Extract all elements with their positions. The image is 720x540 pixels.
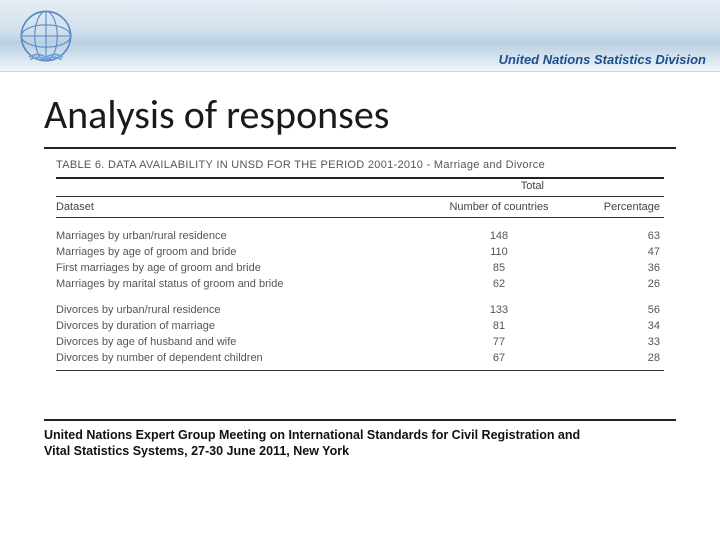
cell-dataset: Marriages by urban/rural residence [56,230,424,242]
table-row: First marriages by age of groom and brid… [56,260,664,276]
footer-line1: United Nations Expert Group Meeting on I… [44,428,580,442]
footer-text: United Nations Expert Group Meeting on I… [44,427,676,460]
table-row: Divorces by duration of marriage 81 34 [56,318,664,334]
cell-pct: 63 [574,230,664,242]
cell-pct: 28 [574,352,664,364]
cell-dataset: Marriages by marital status of groom and… [56,278,424,290]
title-rule [44,147,676,149]
cell-pct: 34 [574,320,664,332]
table-row: Marriages by age of groom and bride 110 … [56,244,664,260]
table-bottom-rule [56,370,664,371]
table-header-row: Dataset Number of countries Percentage [56,197,664,218]
table-super-header: Total [56,179,664,197]
table-row: Divorces by urban/rural residence 133 56 [56,302,664,318]
cell-dataset: Divorces by duration of marriage [56,320,424,332]
cell-count: 148 [424,230,574,242]
header-division-label: United Nations Statistics Division [499,52,706,67]
cell-pct: 47 [574,246,664,258]
data-table: TABLE 6. DATA AVAILABILITY IN UNSD FOR T… [56,159,664,371]
header-bar: United Nations Statistics Division [0,0,720,72]
col-header-dataset: Dataset [56,201,424,213]
footer-line2: Vital Statistics Systems, 27-30 June 201… [44,444,349,458]
table-caption: TABLE 6. DATA AVAILABILITY IN UNSD FOR T… [56,159,664,171]
cell-pct: 33 [574,336,664,348]
cell-count: 133 [424,304,574,316]
table-row: Divorces by age of husband and wife 77 3… [56,334,664,350]
cell-count: 81 [424,320,574,332]
footer-rule [44,419,676,421]
cell-pct: 26 [574,278,664,290]
cell-count: 85 [424,262,574,274]
col-header-count: Number of countries [424,201,574,213]
table-row: Divorces by number of dependent children… [56,350,664,366]
un-logo-icon [18,8,74,64]
cell-count: 67 [424,352,574,364]
cell-dataset: Divorces by age of husband and wife [56,336,424,348]
cell-dataset: First marriages by age of groom and brid… [56,262,424,274]
cell-count: 110 [424,246,574,258]
cell-pct: 36 [574,262,664,274]
page-title: Analysis of responses [44,90,720,139]
cell-count: 62 [424,278,574,290]
super-header-total: Total [521,180,544,192]
cell-pct: 56 [574,304,664,316]
cell-count: 77 [424,336,574,348]
cell-dataset: Marriages by age of groom and bride [56,246,424,258]
table-row: Marriages by marital status of groom and… [56,276,664,292]
cell-dataset: Divorces by number of dependent children [56,352,424,364]
col-header-pct: Percentage [574,201,664,213]
table-row: Marriages by urban/rural residence 148 6… [56,228,664,244]
cell-dataset: Divorces by urban/rural residence [56,304,424,316]
